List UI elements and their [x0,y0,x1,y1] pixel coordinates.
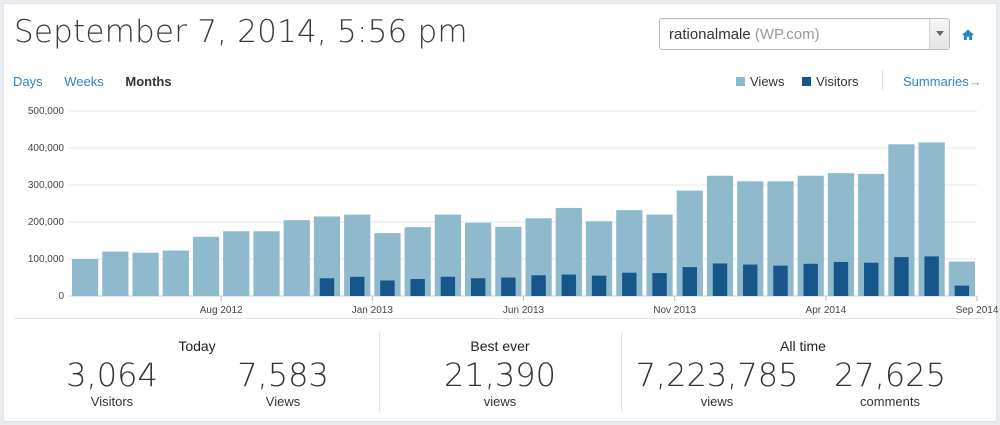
best-value: 21,390 [444,356,556,394]
dropdown-toggle[interactable] [929,19,949,49]
views-bar [223,231,250,296]
legend-views: Views [736,74,784,89]
today-visitors-value: 3,064 [66,356,158,394]
blog-name: rationalmale [669,26,751,43]
views-bar [72,259,99,296]
x-tick-label: Jan 2013 [352,305,394,316]
visitors-bar [743,264,758,296]
period-tabs: Days Weeks Months [13,74,190,89]
visitors-bar [591,275,607,296]
blog-selector[interactable]: rationalmale (WP.com) [659,18,950,50]
blog-selector-value: rationalmale (WP.com) [669,26,820,43]
stats-separator-2 [621,332,622,412]
visitors-bar [712,263,728,296]
views-bar [253,231,280,296]
chevron-down-icon [936,31,944,36]
y-tick-label: 300,000 [28,180,65,191]
visitors-bar [470,278,486,296]
views-chart: 0 100,000 200,000 300,000 400,000 500,000 Aug … [28,106,999,316]
x-tick-label: Apr 2014 [806,305,847,316]
alltime-views-value: 7,223,785 [635,356,799,394]
summaries-label: Summaries [903,74,969,89]
chart-legend: Views Visitors [736,74,872,89]
y-tick-label: 200,000 [28,217,65,228]
alltime-heading: All time [780,338,826,354]
visitors-bar [833,261,849,296]
alltime-comments-label: comments [860,394,920,409]
visitors-bar [350,276,365,296]
page-title: September 7, 2014, 5:56 pm [14,14,468,50]
legend-divider [882,70,883,90]
visitors-bar [803,263,818,296]
visitors-bar [682,267,697,296]
blog-type: (WP.com) [754,26,820,43]
visitors-bar [924,256,939,296]
views-swatch [736,77,745,86]
y-tick-label: 500,000 [28,106,65,117]
x-tick-label: Aug 2012 [200,305,243,316]
legend-visitors: Visitors [802,74,858,89]
y-tick-label: 0 [58,291,64,302]
x-tick-label: Nov 2013 [653,305,696,316]
y-tick-label: 100,000 [28,254,65,265]
views-bar [283,220,310,296]
visitors-bar [440,276,456,296]
arrow-right-icon: → [968,74,982,89]
home-icon[interactable] [961,28,975,42]
views-bar [102,251,129,296]
visitors-bar [863,262,879,296]
alltime-views-label: views [700,394,734,409]
visitors-bar [531,275,546,296]
visitors-bar [380,280,395,296]
best-label: views [483,394,517,409]
views-bar [132,252,159,296]
visitors-bar [501,277,516,296]
tab-days[interactable]: Days [13,74,43,89]
today-views-label: Views [265,394,301,409]
summaries-link[interactable]: Summaries→ [903,74,982,89]
x-tick-label: Sep 2014 [956,305,999,316]
visitors-bar [773,265,788,296]
legend-visitors-label: Visitors [816,74,859,89]
visitors-bar [561,274,577,296]
today-visitors-label: Visitors [90,394,134,409]
visitors-bar [954,285,970,296]
visitors-bar [894,257,909,296]
visitors-swatch [802,77,812,86]
tab-weeks[interactable]: Weeks [64,74,104,89]
stats-divider [14,318,984,319]
visitors-bar [319,278,335,296]
x-tick-label: Jun 2013 [503,305,545,316]
visitors-bar [622,272,637,296]
y-tick-label: 400,000 [28,143,65,154]
stats-separator-1 [379,332,380,412]
best-heading: Best ever [470,338,530,354]
views-bar [162,250,189,296]
today-views-value: 7,583 [237,356,329,394]
views-bar [192,236,220,296]
alltime-comments-value: 27,625 [834,356,946,394]
visitors-bar [652,273,667,296]
legend-views-label: Views [750,74,785,89]
tab-months[interactable]: Months [125,74,172,89]
today-heading: Today [178,338,216,354]
visitors-bar [410,278,425,296]
